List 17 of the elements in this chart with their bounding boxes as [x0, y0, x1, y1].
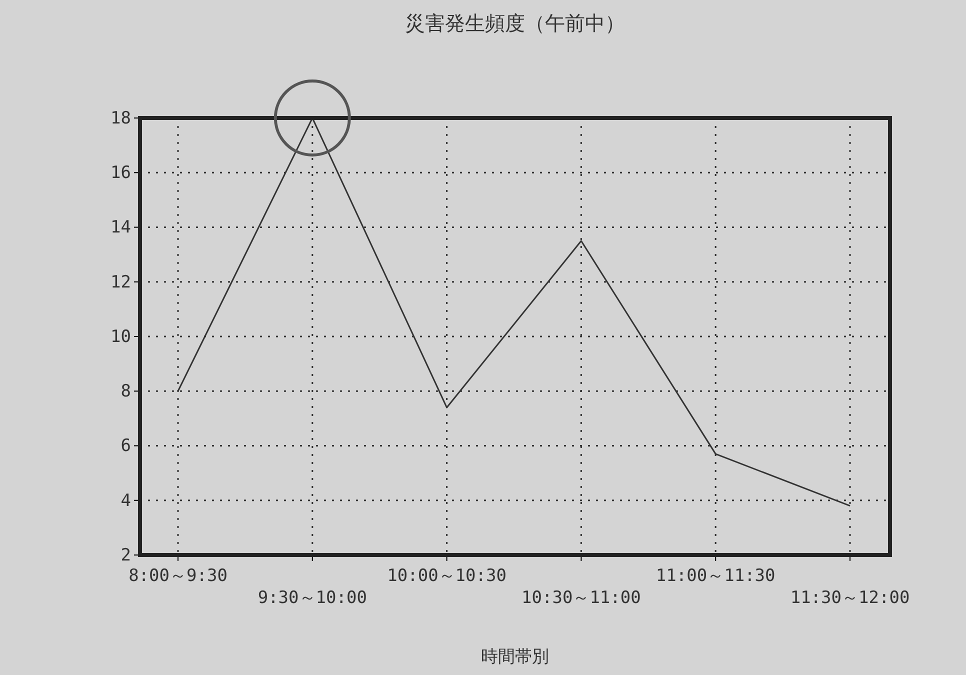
x-tick-label: 10:00～10:30	[387, 566, 506, 586]
y-tick-label: 4	[120, 490, 131, 511]
y-tick-label: 8	[120, 382, 131, 402]
x-tick-label: 11:30～12:00	[790, 588, 910, 608]
x-tick-label: 10:30～11:00	[522, 588, 641, 608]
x-tick-label: 11:00～11:30	[656, 566, 776, 586]
y-tick-label: 6	[120, 436, 131, 456]
y-tick-label: 16	[110, 163, 131, 184]
y-tick-label: 12	[110, 272, 131, 292]
chart-title: 災害発生頻度（午前中）	[405, 11, 625, 35]
y-tick-label: 18	[110, 108, 131, 128]
y-tick-label: 14	[110, 218, 131, 238]
x-tick-label: 8:00～9:30	[128, 566, 228, 586]
x-axis-title: 時間帯別	[481, 647, 549, 667]
y-tick-label: 2	[120, 545, 131, 566]
x-tick-label: 9:30～10:00	[258, 588, 367, 608]
y-tick-label: 10	[110, 326, 131, 347]
